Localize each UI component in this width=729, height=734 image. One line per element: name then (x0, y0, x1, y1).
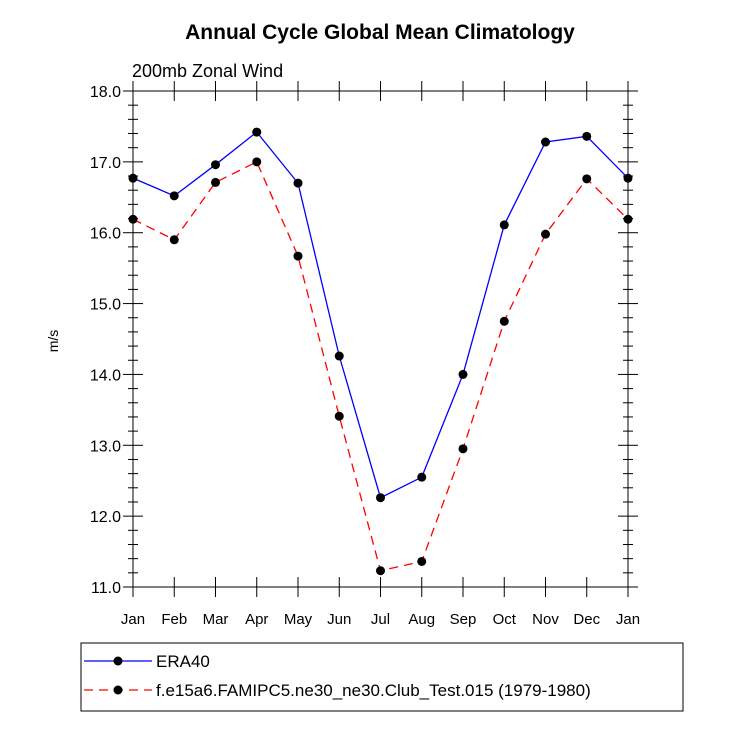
series-layer (128, 127, 633, 576)
y-tick-label: 12.0 (90, 509, 121, 526)
x-tick-label: Jan (616, 611, 640, 628)
data-point (293, 178, 303, 188)
data-point (458, 444, 468, 454)
data-point (334, 411, 344, 421)
chart-subtitle: 200mb Zonal Wind (132, 61, 283, 81)
data-point (376, 566, 385, 576)
data-point (417, 556, 427, 566)
legend-marker (113, 656, 123, 666)
y-tick-label: 18.0 (90, 84, 121, 101)
data-point (376, 493, 385, 503)
x-tick-label: Nov (532, 611, 559, 628)
chart-title: Annual Cycle Global Mean Climatology (185, 21, 575, 44)
data-point (582, 131, 592, 141)
x-tick-label: Apr (245, 611, 268, 628)
y-tick-label: 17.0 (90, 155, 121, 172)
x-tick-label: May (284, 611, 313, 628)
x-tick-label: Mar (203, 611, 229, 628)
data-point (293, 251, 303, 261)
data-point (252, 127, 262, 137)
y-tick-label: 15.0 (90, 297, 121, 314)
series-1 (128, 127, 633, 503)
data-point (541, 137, 550, 147)
y-tick-label: 13.0 (90, 438, 121, 455)
data-point (169, 191, 179, 201)
data-point (211, 177, 220, 187)
legend: ERA40 f.e15a6.FAMIPC5.ne30_ne30.Club_Test… (80, 642, 684, 712)
legend-label: ERA40 (156, 652, 210, 671)
data-point (541, 229, 550, 239)
series-line (132, 131, 629, 499)
data-point (582, 174, 592, 184)
x-tick-label: Dec (573, 611, 600, 628)
x-tick-label: Jan (121, 611, 145, 628)
axes: 11.0 12.0 13.0 14.0 15.0 16.0 17.0 18.0 Jan Feb Ma… (90, 81, 640, 628)
legend-item: ERA40 (84, 652, 210, 671)
y-tick-label: 14.0 (90, 367, 121, 384)
data-point (169, 235, 179, 245)
series-2 (128, 157, 633, 576)
data-point (499, 316, 509, 326)
data-point (252, 157, 262, 167)
y-tick-label: 16.0 (90, 226, 121, 243)
y-tick-label: 11.0 (91, 580, 121, 597)
series-line (132, 160, 629, 572)
legend-item: f.e15a6.FAMIPC5.ne30_ne30.Club_Test.015 … (84, 681, 591, 700)
plot-frame (132, 90, 629, 588)
data-point (211, 160, 220, 170)
data-point (334, 351, 344, 361)
x-tick-label: Aug (408, 611, 435, 628)
x-tick-label: Jun (327, 611, 351, 628)
legend-marker (113, 685, 123, 695)
x-tick-label: Feb (161, 611, 187, 628)
legend-box (80, 642, 684, 712)
legend-label: f.e15a6.FAMIPC5.ne30_ne30.Club_Test.015 … (156, 681, 591, 700)
x-tick-label: Sep (450, 611, 477, 628)
data-point (417, 472, 427, 482)
data-point (499, 220, 509, 230)
x-tick-label: Oct (493, 611, 517, 628)
x-tick-label: Jul (371, 611, 390, 628)
data-point (458, 369, 468, 379)
y-axis-label: m/s (45, 330, 61, 353)
